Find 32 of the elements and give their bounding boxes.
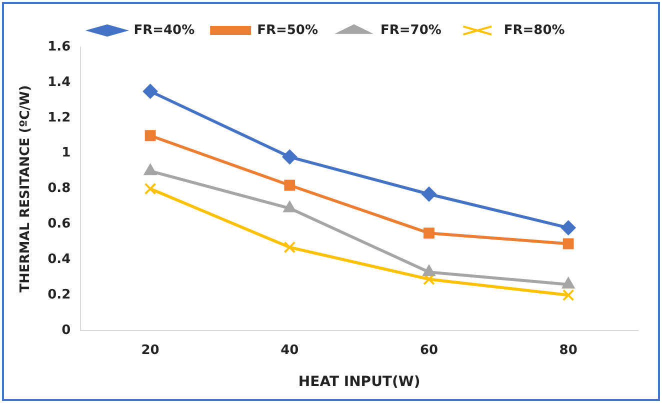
legend-label: FR=80% bbox=[504, 22, 565, 38]
y-tick-label: 1.6 bbox=[48, 39, 71, 54]
legend-label: FR=50% bbox=[257, 22, 318, 38]
legend-label: FR=70% bbox=[380, 22, 442, 38]
point bbox=[421, 186, 436, 202]
y-tick-label: 0.2 bbox=[48, 288, 71, 303]
y-tick-label: 1.4 bbox=[48, 74, 71, 90]
point bbox=[284, 241, 296, 254]
y-tick-label: 0.6 bbox=[48, 216, 71, 232]
point bbox=[284, 180, 296, 191]
y-tick-label: 0 bbox=[62, 322, 71, 338]
y-axis-title: THERMAL RESITANCE (ºC/W) bbox=[18, 85, 34, 292]
point bbox=[560, 220, 576, 236]
point bbox=[562, 238, 574, 250]
x-tick-label: 20 bbox=[141, 342, 160, 358]
point bbox=[142, 84, 158, 99]
y-tick-label: 1 bbox=[62, 146, 71, 161]
point bbox=[282, 149, 298, 164]
point bbox=[562, 289, 574, 302]
point bbox=[144, 130, 156, 142]
x-tick-label: 80 bbox=[559, 342, 578, 358]
y-tick-label: 0.4 bbox=[48, 252, 71, 268]
y-tick-label: 1.2 bbox=[48, 110, 71, 126]
point bbox=[422, 264, 436, 276]
x-tick-label: 40 bbox=[280, 342, 299, 358]
x-tick-label: 60 bbox=[420, 342, 438, 358]
point bbox=[424, 228, 434, 239]
legend-label: FR=40% bbox=[134, 22, 195, 38]
point bbox=[562, 277, 575, 289]
x-axis-title: HEAT INPUT(W) bbox=[298, 374, 420, 390]
y-tick-label: 0.8 bbox=[48, 181, 71, 196]
point bbox=[144, 182, 156, 195]
